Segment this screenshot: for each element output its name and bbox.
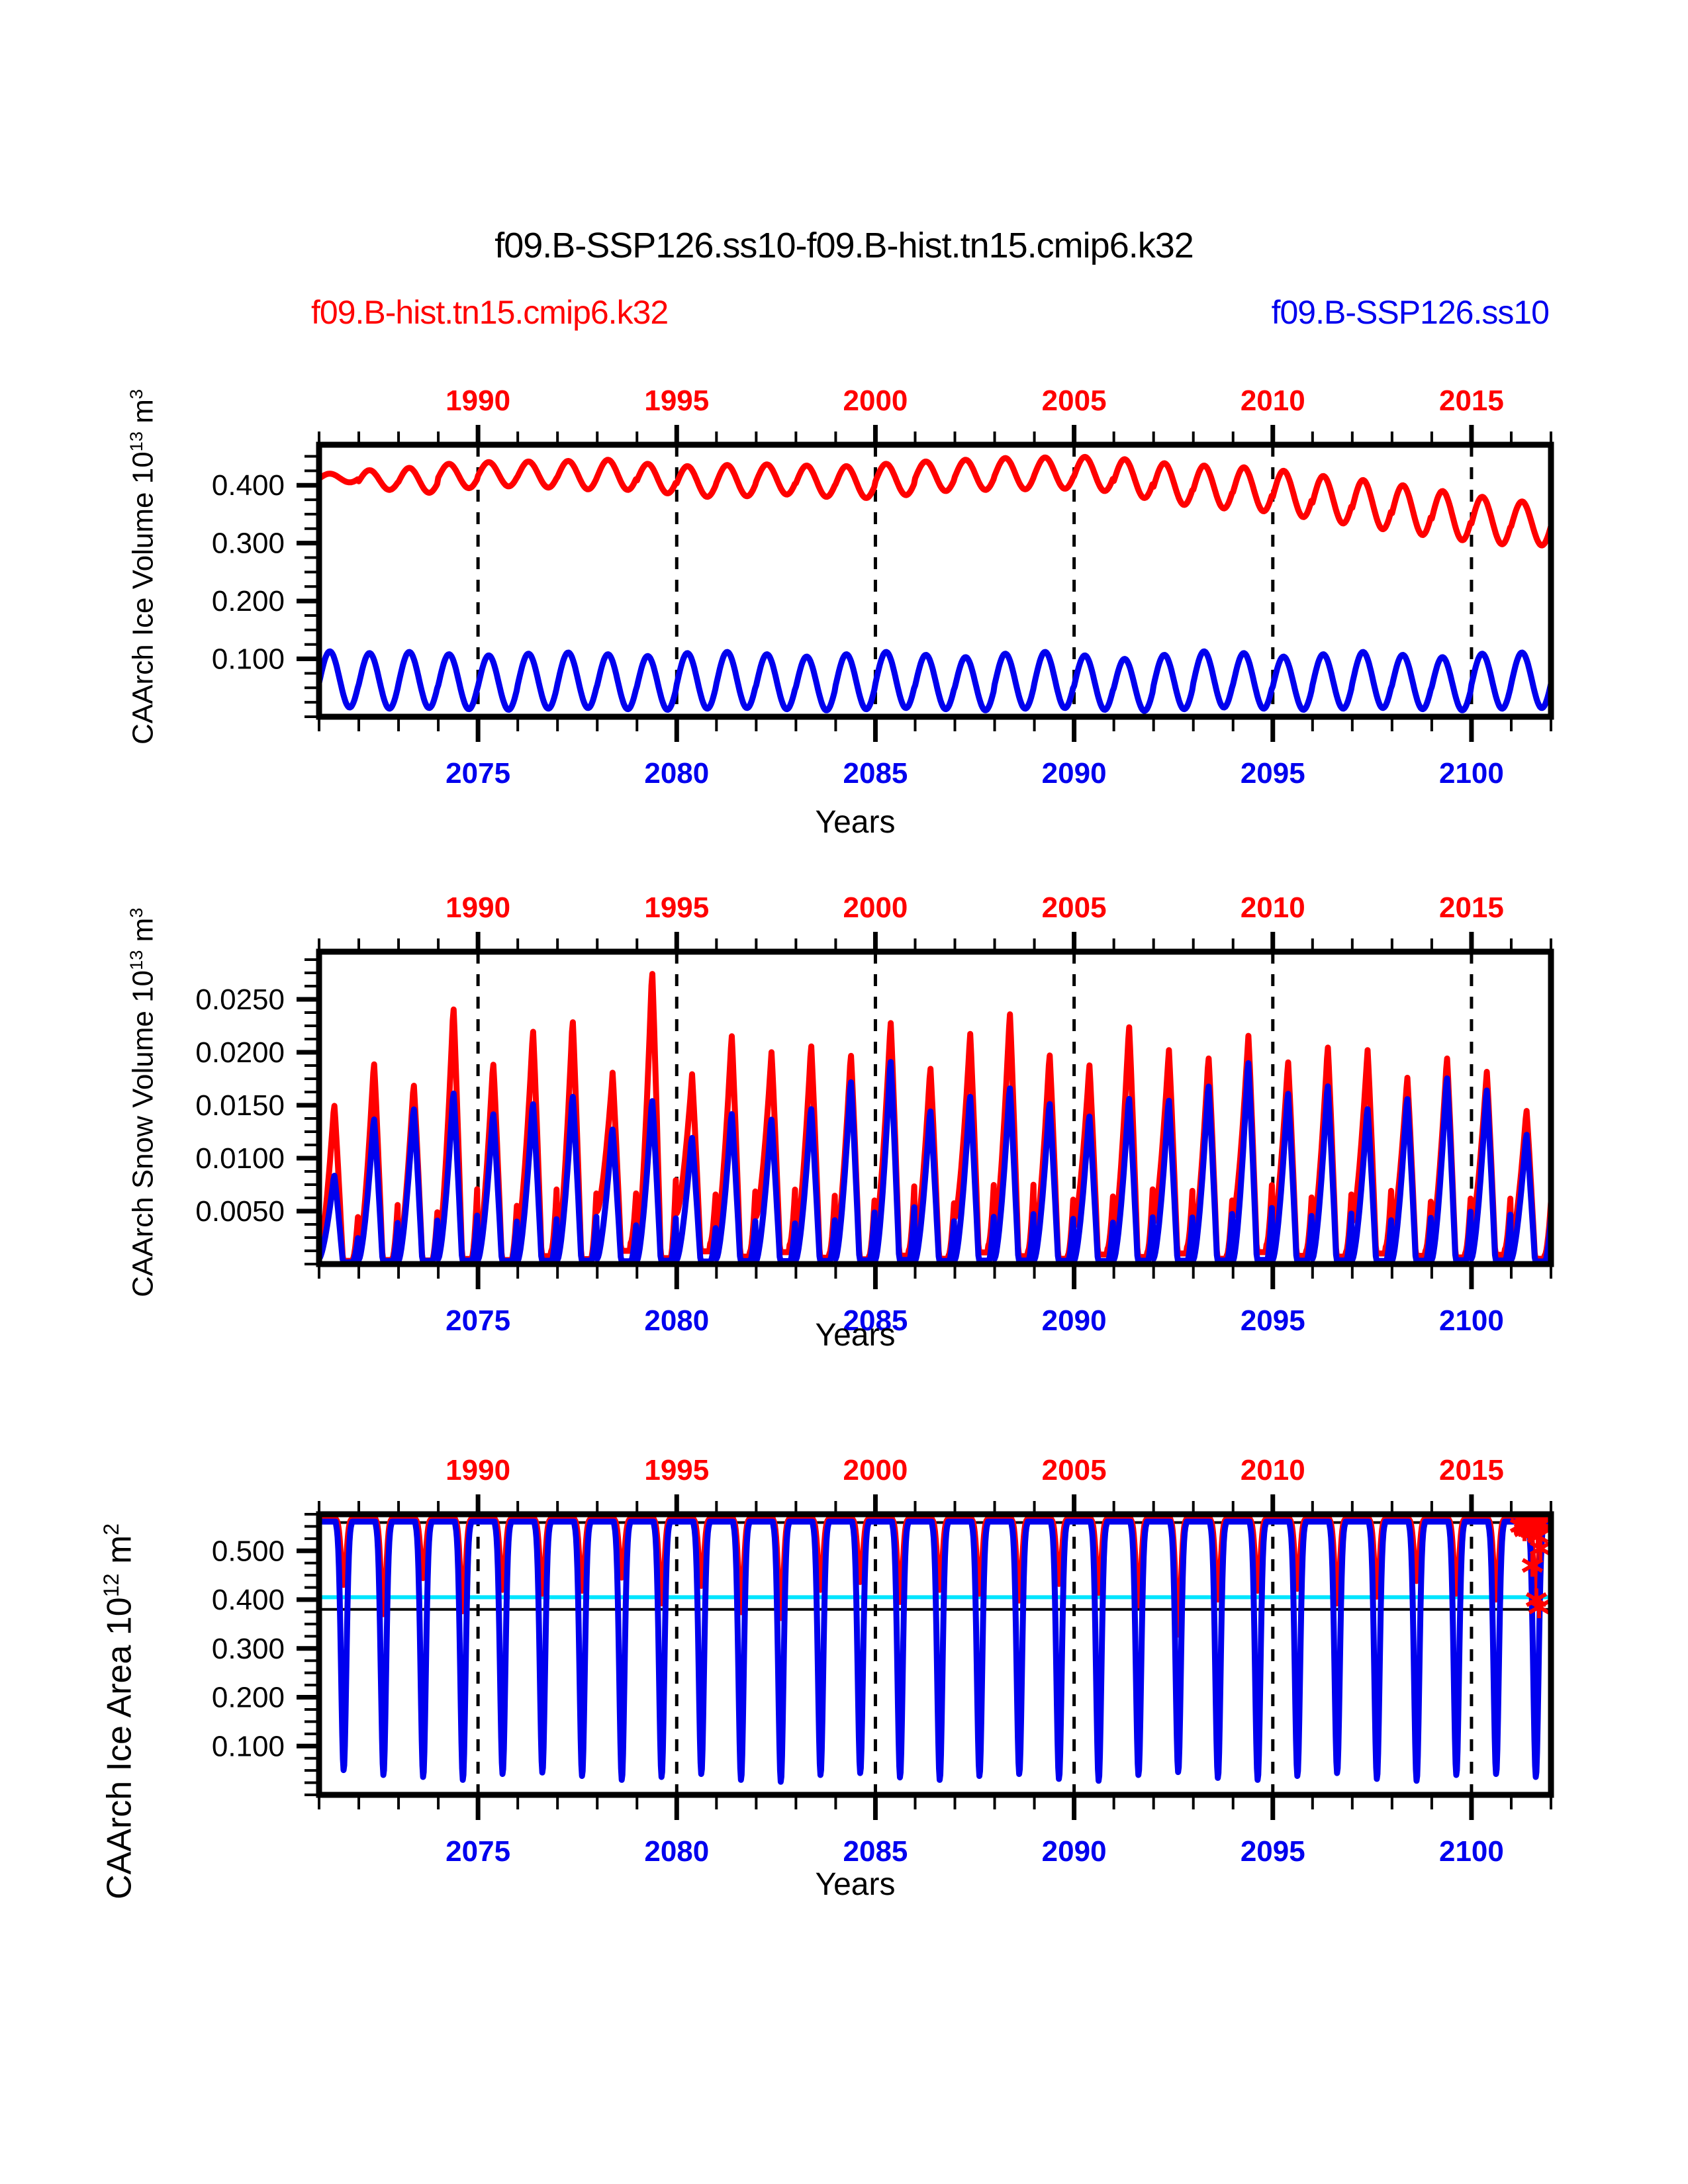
panel-ice-volume: 1990 1995 2000 2005 2010 2015 2075 2080 2085 2090…	[0, 0, 1688, 860]
y-axis-tick-label: 0.300	[212, 527, 285, 560]
y-axis-tick-label: 0.0100	[195, 1142, 285, 1175]
bottom-axis-year-label: 2075	[445, 1304, 510, 1337]
bottom-axis-year-label: 2090	[1042, 1304, 1107, 1337]
bottom-axis-year-label: 2075	[445, 1835, 510, 1868]
bottom-axis-year-label: 2085	[843, 757, 908, 790]
legend-label-blue: f09.B-SSP126.ss10	[1271, 294, 1550, 331]
bottom-axis-year-label: 2080	[644, 1304, 709, 1337]
top-axis-year-label: 2010	[1241, 385, 1305, 417]
asterisk-marker	[1513, 1522, 1536, 1537]
plot-frame	[316, 948, 1554, 1267]
bottom-axis-year-label: 2085	[843, 1835, 908, 1868]
bottom-axis-year-label: 2100	[1439, 1835, 1504, 1868]
bottom-axis-year-label: 2095	[1241, 757, 1305, 790]
plot-frame	[316, 1511, 1554, 1798]
panel-ice-area: 1990 1995 2000 2005 2010 2015 2075 2080 2085 2090…	[0, 1390, 1688, 1933]
plot-frame	[316, 441, 1554, 720]
top-axis-year-label: 2005	[1042, 385, 1107, 417]
bottom-axis-year-label: 2095	[1241, 1304, 1305, 1337]
y-axis-tick-label: 0.0250	[195, 983, 285, 1016]
xlabel-middle: Years	[815, 1318, 896, 1353]
y-axis-tick-label: 0.200	[212, 1682, 285, 1714]
y-axis-tick-label: 0.300	[212, 1633, 285, 1665]
asterisk-markers	[1509, 1512, 1553, 1619]
asterisk-marker	[1528, 1600, 1550, 1615]
top-axis-year-label: 1995	[644, 891, 709, 924]
top-axis-year-label: 2015	[1439, 1454, 1504, 1486]
y-axis-tick-label: 0.0150	[195, 1089, 285, 1122]
plot-snow-volume: 1990 1995 2000 2005 2010 2015 2075 2080 2085 2090…	[195, 891, 1554, 1337]
figure-title: f09.B-SSP126.ss10-f09.B-hist.tn15.cmip6.…	[494, 226, 1194, 265]
bottom-axis-year-label: 2090	[1042, 1835, 1107, 1868]
bottom-axis-year-label: 2075	[445, 757, 510, 790]
legend-label-red: f09.B-hist.tn15.cmip6.k32	[311, 294, 669, 331]
data-series-blue	[316, 1518, 1554, 1785]
top-axis-year-label: 2000	[843, 891, 908, 924]
y-axis-tick-label: 0.200	[212, 585, 285, 617]
xlabel-bottom: Years	[815, 1867, 896, 1902]
plot-ice-volume: 1990 1995 2000 2005 2010 2015 2075 2080 2085 2090…	[212, 385, 1554, 790]
bottom-axis-year-label: 2100	[1439, 1304, 1504, 1337]
data-series-blue	[316, 648, 1554, 714]
y-axis-tick-label: 0.100	[212, 1730, 285, 1762]
bottom-axis-year-label: 2090	[1042, 757, 1107, 790]
top-axis-year-label: 2015	[1439, 385, 1504, 417]
bottom-axis-year-label: 2095	[1241, 1835, 1305, 1868]
bottom-axis-year-label: 2100	[1439, 757, 1504, 790]
xlabel-top: Years	[815, 805, 896, 840]
bottom-axis-year-label: 2080	[644, 1835, 709, 1868]
panel-snow-volume: 1990 1995 2000 2005 2010 2015 2075 2080 2085 2090…	[0, 860, 1688, 1390]
y-axis-tick-label: 0.400	[212, 469, 285, 502]
top-axis-year-label: 2000	[843, 385, 908, 417]
top-axis-year-label: 2000	[843, 1454, 908, 1486]
top-axis-year-label: 1990	[445, 1454, 510, 1486]
y-axis-tick-label: 0.0050	[195, 1195, 285, 1228]
top-axis-year-label: 1995	[644, 385, 709, 417]
y-axis-tick-label: 0.0200	[195, 1036, 285, 1069]
top-axis-year-label: 1990	[445, 385, 510, 417]
top-axis-year-label: 2005	[1042, 1454, 1107, 1486]
y-axis-tick-label: 0.400	[212, 1584, 285, 1616]
top-axis-year-label: 1995	[644, 1454, 709, 1486]
y-axis-tick-label: 0.100	[212, 643, 285, 676]
plot-ice-area: 1990 1995 2000 2005 2010 2015 2075 2080 2085 2090…	[212, 1454, 1554, 1868]
data-series-red	[316, 453, 1554, 549]
top-axis-year-label: 2010	[1241, 891, 1305, 924]
asterisk-marker	[1529, 1541, 1552, 1556]
asterisk-marker	[1521, 1558, 1544, 1573]
top-axis-year-label: 2005	[1042, 891, 1107, 924]
bottom-axis-year-label: 2085	[843, 1304, 908, 1337]
y-axis-tick-label: 0.500	[212, 1535, 285, 1567]
bottom-axis-year-label: 2080	[644, 757, 709, 790]
top-axis-year-label: 1990	[445, 891, 510, 924]
top-axis-year-label: 2010	[1241, 1454, 1305, 1486]
top-axis-year-label: 2015	[1439, 891, 1504, 924]
